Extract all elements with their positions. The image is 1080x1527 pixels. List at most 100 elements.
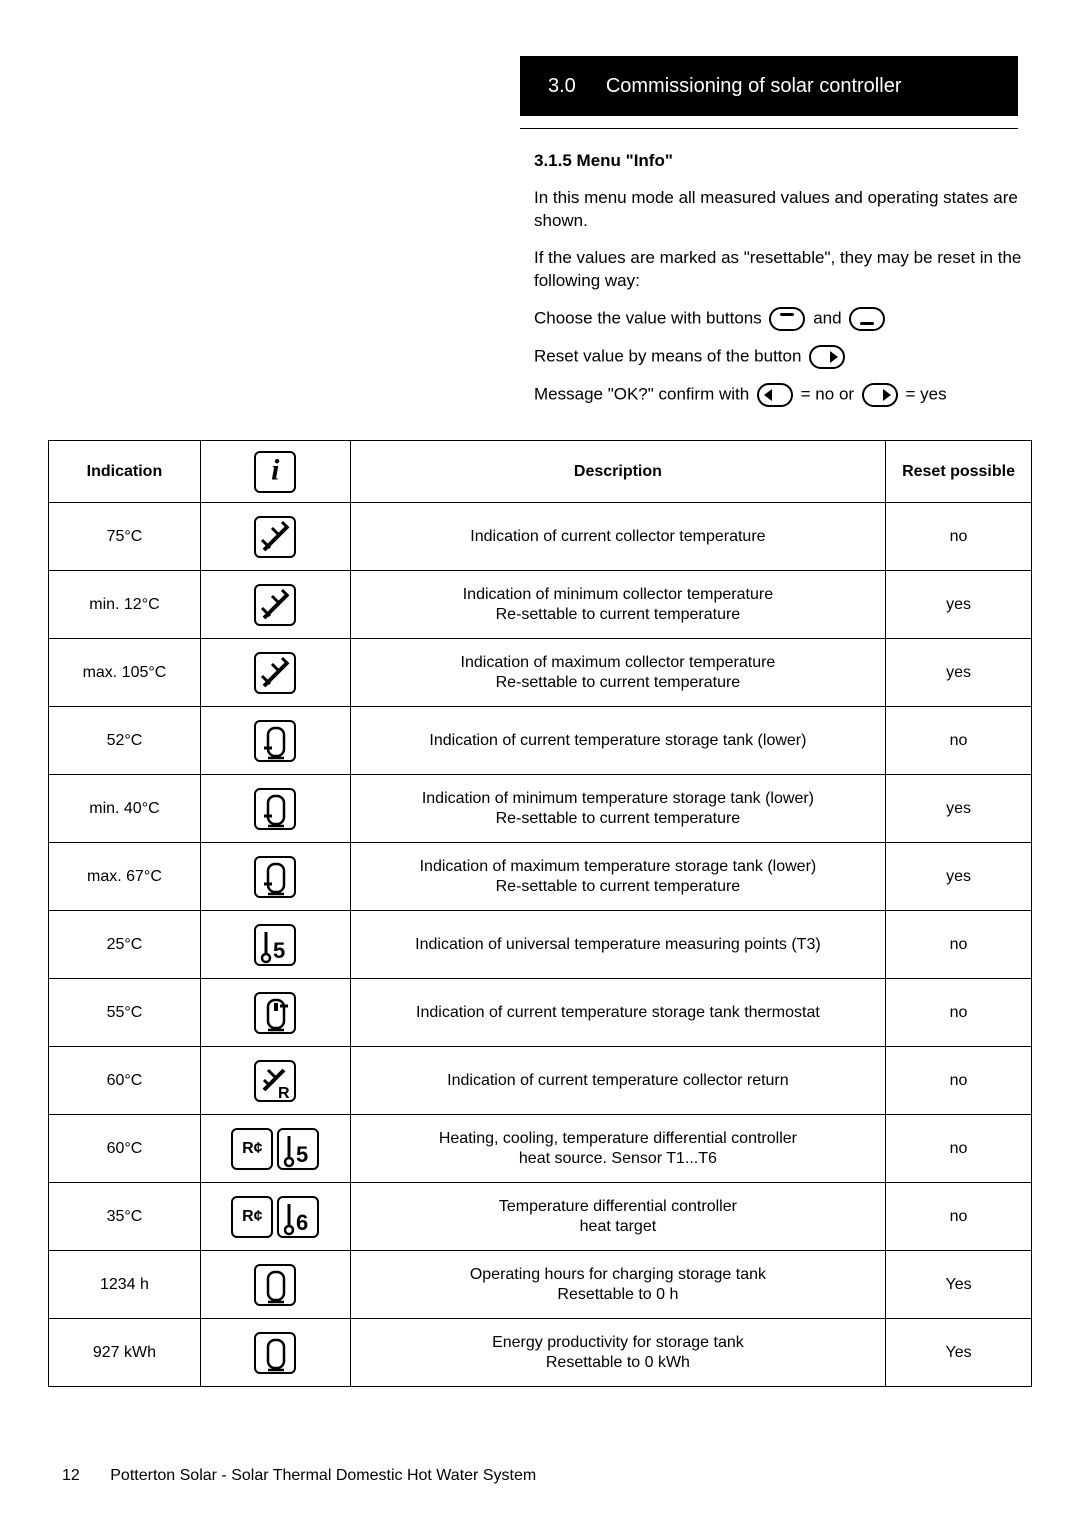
cell-description: Indication of current temperature storag… [350,707,885,775]
intro-ok-line: Message "OK?" confirm with = no or = yes [534,383,1034,407]
cell-reset: no [886,979,1032,1047]
footer-title: Potterton Solar - Solar Thermal Domestic… [110,1467,536,1484]
collector-icon [254,652,296,694]
cell-icon [200,1251,350,1319]
cell-reset: yes [886,843,1032,911]
collector-icon [254,584,296,626]
cell-reset: yes [886,775,1032,843]
cell-indication: 927 kWh [49,1319,201,1387]
cell-indication: 52°C [49,707,201,775]
info-menu-table: Indication Description Reset possible 75… [48,440,1032,1387]
text: = yes [906,384,947,403]
table-row: 55°CIndication of current temperature st… [49,979,1032,1047]
cell-description: Indication of current temperature storag… [350,979,885,1047]
cell-description: Indication of current collector temperat… [350,503,885,571]
right-button-icon [809,345,845,369]
cell-icon [200,979,350,1047]
section-header: 3.0 Commissioning of solar controller [520,56,1018,116]
table-row: max. 67°C Indication of maximum temperatu… [49,843,1032,911]
collector-return-icon [254,1060,296,1102]
tank-icon [254,1332,296,1374]
tank-thermostat-icon [254,992,296,1034]
cell-icon [200,911,350,979]
cell-description: Operating hours for charging storage tan… [350,1251,885,1319]
subsection-heading: 3.1.5 Menu "Info" [534,150,1034,173]
cell-description: Indication of maximum collector temperat… [350,639,885,707]
cell-indication: min. 40°C [49,775,201,843]
cell-icon [200,843,350,911]
tank-lower-icon [254,720,296,762]
right-button-icon [862,383,898,407]
tank-lower-icon [254,856,296,898]
cell-description: Indication of maximum temperature storag… [350,843,885,911]
cell-indication: 75°C [49,503,201,571]
cell-icon [200,1115,350,1183]
tank-icon [254,1264,296,1306]
intro-choose-line: Choose the value with buttons and [534,307,1034,331]
cell-reset: no [886,1183,1032,1251]
cell-icon [200,639,350,707]
table-header-row: Indication Description Reset possible [49,441,1032,503]
cell-indication: max. 67°C [49,843,201,911]
r2-icon [231,1128,273,1170]
cell-indication: min. 12°C [49,571,201,639]
page-footer: 12 Potterton Solar - Solar Thermal Domes… [62,1467,536,1485]
down-button-icon [849,307,885,331]
cell-reset: no [886,1115,1032,1183]
table-row: 60°CIndication of current temperature co… [49,1047,1032,1115]
table-row: 1234 h Operating hours for charging stora… [49,1251,1032,1319]
info-icon [254,451,296,493]
cell-icon [200,775,350,843]
cell-icon [200,1319,350,1387]
text: = no or [801,384,859,403]
probe-15-icon [254,924,296,966]
cell-description: Indication of universal temperature meas… [350,911,885,979]
text: Message "OK?" confirm with [534,384,754,403]
header-rule [520,128,1018,129]
cell-reset: Yes [886,1319,1032,1387]
probe-16-icon [277,1196,319,1238]
section-title: Commissioning of solar controller [606,75,902,98]
cell-indication: 1234 h [49,1251,201,1319]
cell-indication: 35°C [49,1183,201,1251]
th-indication: Indication [49,441,201,503]
text: and [813,308,846,327]
cell-icon [200,571,350,639]
text: Choose the value with buttons [534,308,766,327]
table-row: 35°C Temperature differential controllerh… [49,1183,1032,1251]
cell-description: Temperature differential controllerheat … [350,1183,885,1251]
cell-description: Indication of minimum collector temperat… [350,571,885,639]
cell-reset: yes [886,639,1032,707]
th-reset: Reset possible [886,441,1032,503]
r2-icon [231,1196,273,1238]
intro-p2: If the values are marked as "resettable"… [534,247,1034,293]
probe-15-icon [277,1128,319,1170]
intro-block: 3.1.5 Menu "Info" In this menu mode all … [534,150,1034,421]
cell-indication: max. 105°C [49,639,201,707]
th-icon [200,441,350,503]
cell-description: Indication of current temperature collec… [350,1047,885,1115]
table-row: 60°CHeating, cooling, temperature differ… [49,1115,1032,1183]
table-row: 75°C Indication of current collector temp… [49,503,1032,571]
table-row: min. 40°C Indication of minimum temperatu… [49,775,1032,843]
table-row: min. 12°C Indication of minimum collector… [49,571,1032,639]
cell-reset: no [886,1047,1032,1115]
cell-indication: 25°C [49,911,201,979]
cell-icon [200,707,350,775]
tank-lower-icon [254,788,296,830]
cell-icon [200,503,350,571]
intro-p1: In this menu mode all measured values an… [534,187,1034,233]
page-number: 12 [62,1467,80,1484]
table-row: max. 105°C Indication of maximum collecto… [49,639,1032,707]
th-description: Description [350,441,885,503]
cell-description: Heating, cooling, temperature differenti… [350,1115,885,1183]
cell-description: Indication of minimum temperature storag… [350,775,885,843]
table-row: 52°C Indication of current temperature st… [49,707,1032,775]
collector-icon [254,516,296,558]
cell-description: Energy productivity for storage tankRese… [350,1319,885,1387]
table-row: 927 kWh Energy productivity for storage t… [49,1319,1032,1387]
cell-reset: Yes [886,1251,1032,1319]
cell-reset: no [886,503,1032,571]
table-row: 25°C Indication of universal temperature … [49,911,1032,979]
text: Reset value by means of the button [534,346,806,365]
